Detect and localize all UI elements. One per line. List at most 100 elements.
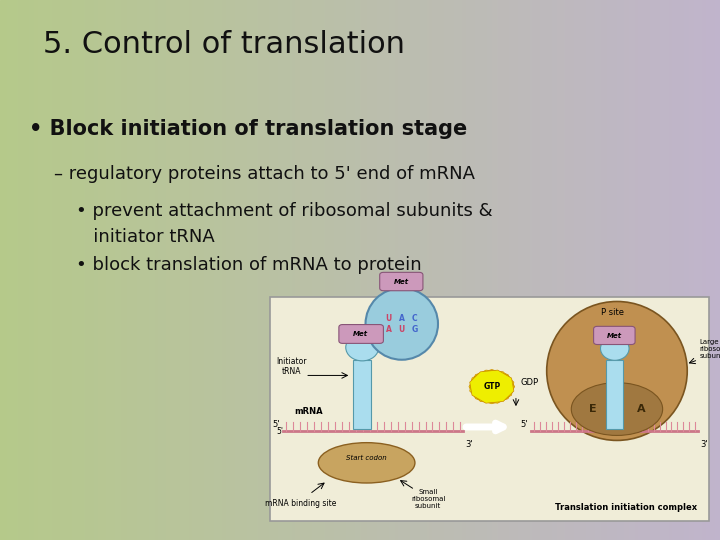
- Bar: [374, 0, 377, 540]
- Bar: [665, 0, 667, 540]
- Bar: [502, 0, 504, 540]
- Bar: [670, 0, 672, 540]
- Bar: [492, 0, 495, 540]
- Bar: [648, 0, 650, 540]
- Bar: [338, 0, 341, 540]
- Bar: [293, 0, 295, 540]
- Bar: [22, 0, 24, 540]
- Bar: [540, 0, 542, 540]
- Bar: [473, 0, 475, 540]
- Bar: [38, 0, 41, 540]
- Bar: [353, 0, 355, 540]
- Bar: [477, 0, 480, 540]
- Text: – regulatory proteins attach to 5' end of mRNA: – regulatory proteins attach to 5' end o…: [54, 165, 475, 183]
- Bar: [233, 0, 235, 540]
- Text: Small
ribosomal
subunit: Small ribosomal subunit: [411, 489, 445, 509]
- Bar: [504, 0, 506, 540]
- FancyBboxPatch shape: [593, 326, 635, 345]
- Bar: [506, 0, 509, 540]
- Bar: [19, 0, 22, 540]
- Bar: [655, 0, 657, 540]
- Bar: [480, 0, 482, 540]
- Bar: [672, 0, 675, 540]
- Bar: [689, 0, 691, 540]
- Bar: [653, 0, 655, 540]
- Bar: [161, 0, 163, 540]
- Bar: [367, 0, 369, 540]
- Bar: [389, 0, 391, 540]
- Bar: [315, 0, 317, 540]
- Bar: [235, 0, 238, 540]
- Bar: [610, 0, 612, 540]
- Bar: [151, 0, 153, 540]
- Bar: [312, 0, 315, 540]
- Bar: [461, 0, 463, 540]
- Text: • block translation of mRNA to protein: • block translation of mRNA to protein: [76, 256, 421, 274]
- Bar: [103, 0, 106, 540]
- Bar: [65, 0, 67, 540]
- Bar: [34, 0, 36, 540]
- Bar: [180, 0, 182, 540]
- Bar: [662, 0, 665, 540]
- Bar: [660, 0, 662, 540]
- Bar: [221, 0, 223, 540]
- Bar: [348, 0, 351, 540]
- Bar: [430, 0, 432, 540]
- Bar: [158, 0, 161, 540]
- Bar: [274, 0, 276, 540]
- Bar: [7, 0, 9, 540]
- Bar: [516, 0, 518, 540]
- Bar: [247, 0, 250, 540]
- Bar: [405, 0, 408, 540]
- Bar: [326, 0, 329, 540]
- Text: 5': 5': [521, 420, 528, 429]
- Bar: [682, 0, 684, 540]
- Bar: [333, 0, 336, 540]
- Bar: [379, 0, 382, 540]
- Text: G: G: [412, 325, 418, 334]
- Bar: [410, 0, 413, 540]
- Bar: [641, 0, 643, 540]
- Bar: [439, 0, 441, 540]
- Bar: [693, 0, 696, 540]
- Bar: [329, 0, 331, 540]
- Bar: [5, 0, 7, 540]
- Bar: [531, 0, 533, 540]
- Bar: [228, 0, 230, 540]
- Bar: [434, 0, 437, 540]
- Bar: [156, 0, 158, 540]
- Bar: [518, 0, 521, 540]
- Bar: [470, 0, 473, 540]
- Bar: [444, 0, 446, 540]
- Bar: [331, 0, 333, 540]
- Bar: [166, 0, 168, 540]
- Bar: [286, 0, 288, 540]
- Bar: [79, 0, 81, 540]
- Bar: [225, 0, 228, 540]
- Bar: [369, 0, 372, 540]
- Bar: [475, 0, 477, 540]
- Bar: [310, 0, 312, 540]
- Bar: [607, 0, 610, 540]
- Bar: [513, 0, 516, 540]
- Bar: [595, 0, 598, 540]
- Bar: [24, 0, 27, 540]
- Bar: [341, 0, 343, 540]
- Bar: [218, 0, 221, 540]
- Bar: [626, 0, 629, 540]
- Bar: [365, 0, 367, 540]
- Bar: [346, 0, 348, 540]
- Text: C: C: [412, 314, 418, 323]
- Bar: [545, 0, 547, 540]
- FancyBboxPatch shape: [270, 297, 709, 521]
- Text: mRNA: mRNA: [294, 407, 323, 416]
- Bar: [91, 0, 94, 540]
- Bar: [317, 0, 319, 540]
- Text: Start codon: Start codon: [346, 455, 387, 461]
- Bar: [636, 0, 639, 540]
- Bar: [324, 0, 326, 540]
- Bar: [199, 0, 202, 540]
- Text: Met: Met: [394, 279, 409, 285]
- Text: Met: Met: [354, 331, 369, 337]
- Bar: [149, 0, 151, 540]
